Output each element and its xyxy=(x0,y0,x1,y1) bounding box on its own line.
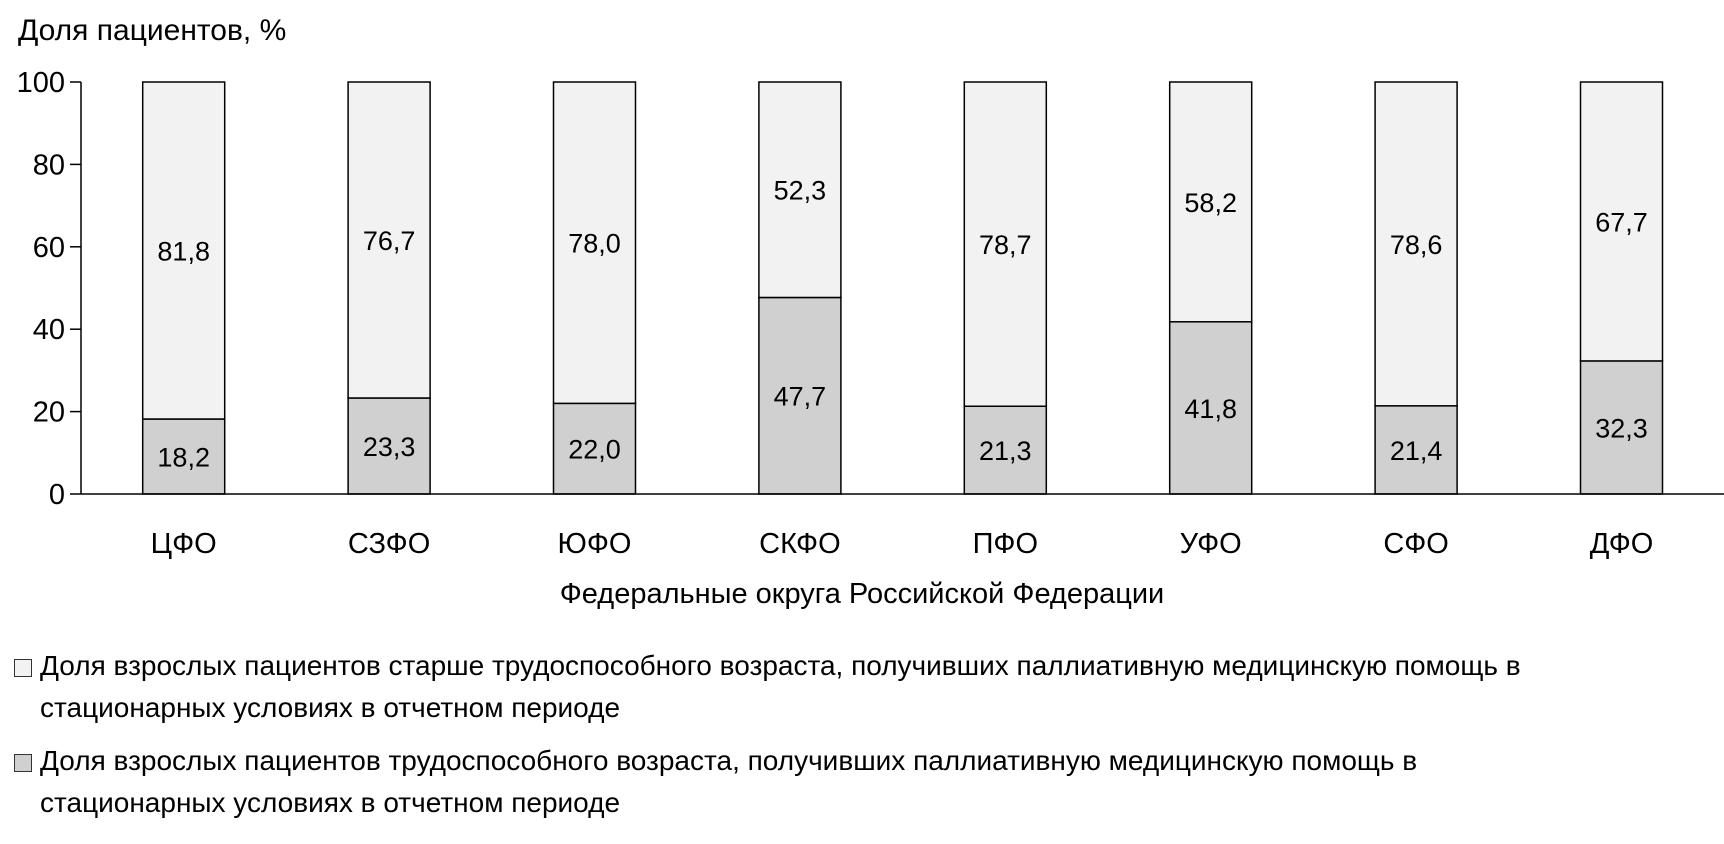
legend-item-working-age: Доля взрослых пациентов трудоспособного … xyxy=(14,740,1417,824)
data-label: 67,7 xyxy=(1595,207,1648,237)
x-tick-label: ДФО xyxy=(1590,528,1654,560)
data-label: 78,0 xyxy=(568,229,621,259)
bar-segment xyxy=(758,296,842,495)
data-label: 58,2 xyxy=(1184,188,1237,218)
y-tick-label: 100 xyxy=(17,67,65,99)
legend-swatch-light xyxy=(14,659,32,677)
legend-text: стационарных условиях в отчетном периоде xyxy=(40,692,621,723)
x-tick-label: СКФО xyxy=(759,528,840,560)
legend-swatch-gray xyxy=(14,754,32,772)
y-axis-title: Доля пациентов, % xyxy=(18,14,287,47)
bar-segment xyxy=(1374,81,1458,407)
legend-text: Доля взрослых пациентов трудоспособного … xyxy=(40,745,1418,776)
data-label: 32,3 xyxy=(1595,413,1648,443)
legend-text: стационарных условиях в отчетном периоде xyxy=(40,787,621,818)
bar-segment xyxy=(1168,321,1253,495)
bar-segment xyxy=(552,402,637,495)
bar-segment xyxy=(141,81,226,420)
data-label: 81,8 xyxy=(157,237,210,267)
y-tick-label: 40 xyxy=(33,314,65,346)
x-tick-label: УФО xyxy=(1180,528,1242,560)
y-tick-label: 80 xyxy=(33,149,65,181)
x-axis-title: Федеральные округа Российской Федерации xyxy=(559,578,1165,610)
bar-segment xyxy=(758,81,842,299)
x-tick-label: ЮФО xyxy=(558,528,632,560)
x-tick-label: ПФО xyxy=(973,528,1038,560)
data-label: 18,2 xyxy=(157,443,210,473)
data-label: 47,7 xyxy=(774,382,827,412)
x-tick-label: ЦФО xyxy=(151,528,217,560)
bar-segment xyxy=(1168,81,1253,323)
data-label: 22,0 xyxy=(568,435,621,465)
bar-segment xyxy=(1579,81,1664,362)
legend-item-older: Доля взрослых пациентов старше трудоспос… xyxy=(14,645,1521,729)
bar-segment xyxy=(963,81,1048,407)
bar-segment xyxy=(1374,405,1458,495)
y-tick-label: 0 xyxy=(49,479,65,511)
y-tick-label: 60 xyxy=(33,232,65,264)
bar-segment xyxy=(347,81,431,399)
bar-segment xyxy=(552,81,637,405)
bar-segment xyxy=(963,405,1048,495)
data-label: 41,8 xyxy=(1184,394,1237,424)
data-label: 21,4 xyxy=(1390,436,1443,466)
data-label: 21,3 xyxy=(979,436,1032,466)
data-label: 52,3 xyxy=(774,176,827,206)
data-label: 78,6 xyxy=(1390,230,1443,260)
legend-text: Доля взрослых пациентов старше трудоспос… xyxy=(40,650,1521,681)
data-label: 76,7 xyxy=(363,226,416,256)
y-tick-label: 20 xyxy=(33,397,65,429)
x-tick-label: СФО xyxy=(1383,528,1449,560)
x-tick-label: СЗФО xyxy=(348,528,430,560)
data-label: 23,3 xyxy=(363,432,416,462)
data-label: 78,7 xyxy=(979,230,1032,260)
bar-chart: 0 20 40 60 80 100 18,2 81,8 ЦФО 23,3 76,7 СЗФО 22,0 7… xyxy=(17,67,1724,560)
